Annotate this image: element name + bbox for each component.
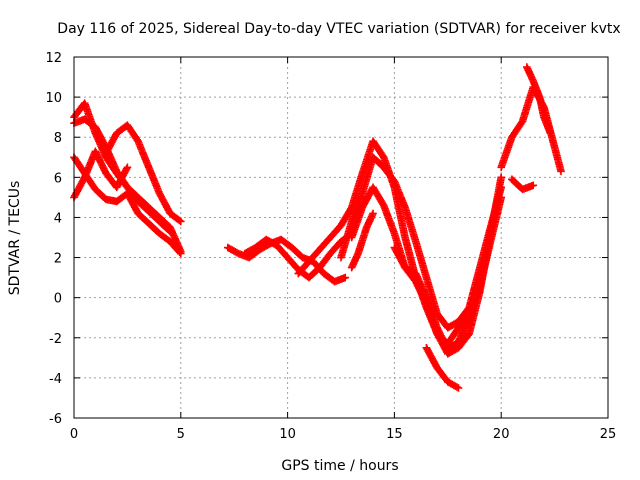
data-point bbox=[177, 249, 185, 258]
y-tick-label: 12 bbox=[45, 51, 62, 66]
series-track-e bbox=[70, 153, 185, 258]
y-tick-label: 4 bbox=[54, 211, 62, 226]
y-tick-label: 6 bbox=[54, 171, 62, 186]
series-track-n bbox=[523, 63, 555, 138]
axis-ticks: 0 5 10 15 20 25 -6 -4 -2 0 2 4 6 8 10 12 bbox=[45, 51, 616, 442]
series-track-o bbox=[508, 175, 538, 194]
y-tick-label: 8 bbox=[54, 131, 62, 146]
data-point bbox=[529, 181, 538, 190]
plot-frame bbox=[73, 56, 609, 419]
data-point bbox=[557, 167, 565, 176]
y-tick-label: 0 bbox=[54, 292, 62, 307]
data-point bbox=[454, 384, 463, 392]
data-point bbox=[123, 163, 132, 172]
x-axis-label: GPS time / hours bbox=[281, 458, 398, 474]
series-track-l bbox=[422, 344, 463, 392]
x-tick-label: 0 bbox=[70, 427, 78, 442]
data-point bbox=[165, 226, 173, 235]
chart-title: Day 116 of 2025, Sidereal Day-to-day VTE… bbox=[57, 21, 620, 37]
y-tick-label: 2 bbox=[54, 252, 62, 267]
data-point bbox=[341, 273, 350, 282]
y-tick-label: 10 bbox=[45, 91, 62, 106]
y-tick-label: -4 bbox=[49, 372, 62, 387]
data-series bbox=[70, 63, 565, 392]
x-tick-label: 15 bbox=[386, 427, 403, 442]
data-point bbox=[546, 129, 555, 138]
y-tick-label: -2 bbox=[49, 332, 62, 347]
series-track-g bbox=[241, 229, 356, 282]
y-tick-label: -6 bbox=[49, 412, 62, 427]
series-track-k bbox=[390, 173, 505, 358]
series-track-c bbox=[102, 121, 185, 226]
x-tick-label: 25 bbox=[600, 427, 617, 442]
data-point bbox=[497, 173, 505, 182]
y-axis-label: SDTVAR / TECUs bbox=[7, 181, 23, 296]
data-point bbox=[177, 217, 185, 226]
x-tick-label: 20 bbox=[493, 427, 510, 442]
data-point bbox=[166, 227, 174, 236]
x-tick-label: 5 bbox=[177, 427, 185, 442]
x-tick-label: 10 bbox=[279, 427, 296, 442]
series-track-p bbox=[347, 209, 377, 272]
data-point bbox=[369, 209, 377, 218]
series-track-d bbox=[70, 147, 132, 202]
